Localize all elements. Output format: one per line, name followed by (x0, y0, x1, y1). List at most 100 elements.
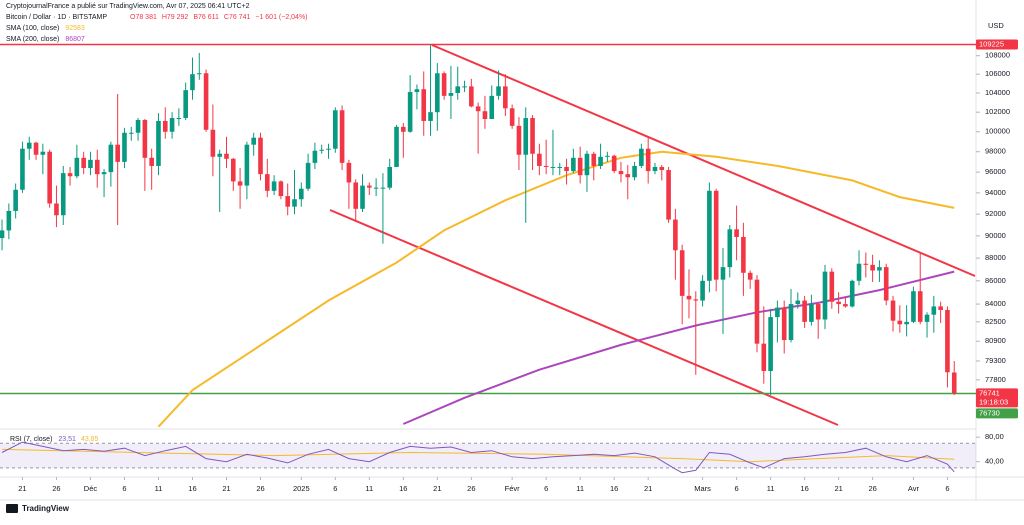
candle-body (741, 236, 746, 273)
candle-body (108, 144, 114, 173)
candle-body (394, 126, 399, 167)
x-tick-label: 26 (467, 484, 475, 493)
candle-body (33, 142, 39, 155)
ohlc-value: B76 611 (193, 14, 219, 21)
candle-body (734, 229, 739, 237)
candle-body (462, 86, 467, 88)
candle-body (81, 157, 86, 168)
candle-body (611, 155, 617, 172)
y-tick-label: 90000 (985, 231, 1006, 240)
candle-body (230, 158, 236, 182)
candle-body (856, 263, 862, 281)
candle-body (557, 166, 563, 168)
y-tick-label: 88000 (985, 253, 1006, 262)
level-price: 76730 (979, 408, 1000, 417)
candle-body (74, 157, 80, 177)
logo-text: TradingView (22, 504, 70, 513)
candle-body (509, 108, 515, 126)
candle-body (829, 271, 835, 302)
candle-body (632, 165, 637, 178)
y-tick-label: 94000 (985, 188, 1006, 197)
candle-body (26, 142, 32, 149)
candle-body (503, 86, 508, 109)
candle-body (326, 148, 331, 150)
candle-body (244, 144, 250, 186)
candle-body (475, 106, 481, 112)
candle-body (693, 299, 699, 301)
candle-body (6, 210, 12, 231)
candle-body (353, 182, 359, 209)
candle-body (911, 291, 916, 322)
x-tick-label: 26 (52, 484, 60, 493)
candle-body (128, 132, 134, 134)
sma-legend-value: 86807 (65, 36, 85, 43)
candle-body (20, 148, 25, 190)
publisher: CryptojournalFrance a publié sur Trading… (6, 3, 250, 10)
candle-body (863, 263, 869, 265)
candle-body (428, 112, 433, 121)
x-tick-label: 16 (800, 484, 808, 493)
candle-body (917, 291, 923, 322)
y-tick-label: 106000 (985, 69, 1010, 78)
x-tick-label: 6 (735, 484, 739, 493)
candle-body (809, 304, 814, 322)
x-tick-label: Févr (505, 484, 521, 493)
candle-body (931, 306, 937, 315)
candle-body (237, 181, 243, 186)
candle-body (482, 111, 488, 119)
footer-logo: TradingView (6, 504, 70, 513)
y-tick-label: 84000 (985, 299, 1006, 308)
candle-body (516, 125, 522, 155)
x-tick-label: 26 (868, 484, 876, 493)
sma-legend: SMA (100, close) (6, 25, 59, 32)
candle-body (584, 153, 590, 176)
y-tick-label: 98000 (985, 147, 1006, 156)
candle-body (88, 159, 93, 168)
candle-body (251, 137, 256, 145)
candle-body (815, 304, 821, 320)
candle-body (754, 279, 760, 344)
candle-body (720, 267, 726, 280)
candle-body (149, 157, 154, 166)
candle-body (747, 272, 753, 280)
candle-body (564, 166, 569, 172)
x-tick-label: 11 (155, 484, 163, 493)
candle-body (550, 166, 556, 168)
x-tick-label: 6 (122, 484, 126, 493)
candle-body (380, 187, 386, 189)
candle-body (217, 153, 222, 157)
candle-body (305, 162, 311, 189)
x-tick-label: Déc (84, 484, 98, 493)
candle-body (156, 120, 161, 166)
candle-body (938, 306, 943, 310)
candle-body (435, 73, 440, 113)
level-price: 109225 (979, 40, 1004, 49)
sma-legend: SMA (200, close) (6, 36, 59, 43)
candle-body (951, 372, 957, 394)
y-tick-label: 96000 (985, 167, 1006, 176)
candle-body (673, 219, 678, 251)
candle-body (441, 73, 447, 96)
x-tick-label: 16 (399, 484, 407, 493)
candle-body (775, 307, 780, 318)
candle-body (788, 304, 794, 341)
ohlc-value: H79 292 (162, 14, 189, 21)
candle-body (781, 307, 787, 341)
candle-body (312, 150, 318, 163)
y-tick-label: 77800 (985, 375, 1006, 384)
x-tick-label: Mars (694, 484, 711, 493)
candle-body (700, 280, 705, 301)
candle-body (523, 118, 529, 155)
sma-legend-value: 92583 (65, 25, 85, 32)
candle-body (761, 343, 767, 371)
trendline (329, 209, 839, 426)
candle-body (339, 110, 345, 163)
y-tick-label: 86000 (985, 276, 1006, 285)
candle-body (271, 181, 277, 191)
candle-body (543, 165, 549, 167)
candle-body (448, 93, 454, 96)
candle-body (686, 295, 692, 300)
candle-body (537, 153, 542, 166)
x-tick-label: 21 (433, 484, 441, 493)
